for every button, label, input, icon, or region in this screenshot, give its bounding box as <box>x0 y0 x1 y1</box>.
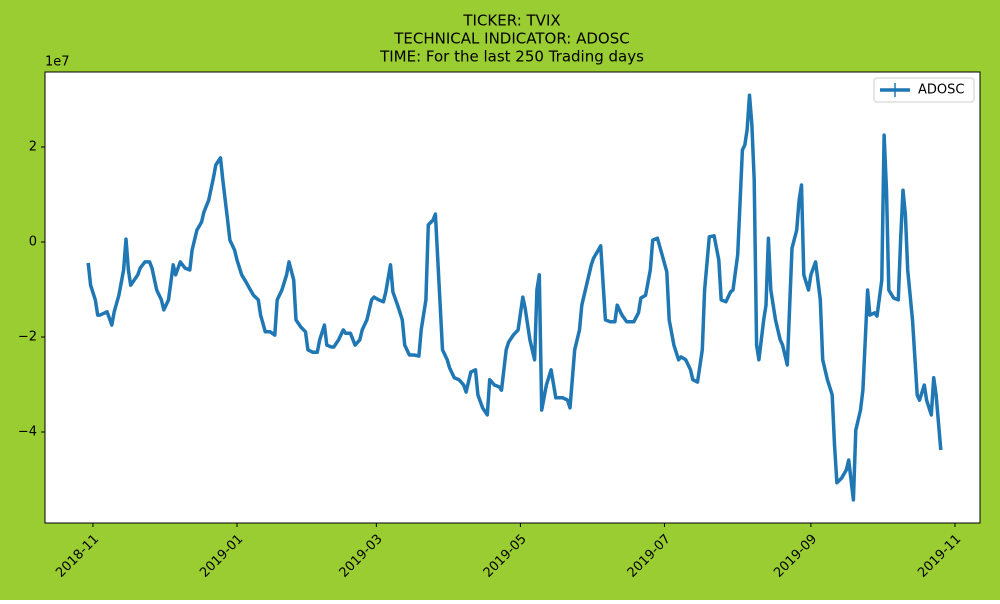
y-tick-label: 0 <box>29 234 37 249</box>
y-tick-label: −2 <box>18 329 37 344</box>
y-tick-label: −4 <box>18 424 37 439</box>
y-offset-label: 1e7 <box>45 55 70 70</box>
y-tick-label: 2 <box>29 140 37 155</box>
legend-box <box>873 77 975 103</box>
title-line: TIME: For the last 250 Trading days <box>379 48 644 66</box>
legend-label: ADOSC <box>918 83 964 98</box>
data-line <box>86 93 943 502</box>
plot-area <box>44 71 981 524</box>
title-line: TICKER: TVIX <box>462 12 560 30</box>
title-line: TECHNICAL INDICATOR: ADOSC <box>393 30 629 48</box>
